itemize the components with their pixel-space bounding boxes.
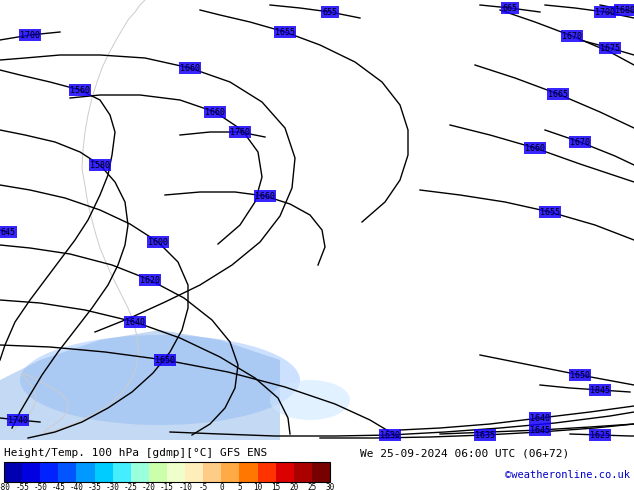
- Text: 1650: 1650: [155, 356, 175, 365]
- Text: 1675: 1675: [600, 44, 620, 52]
- Text: 1660: 1660: [255, 192, 275, 200]
- Bar: [4, 462, 330, 482]
- Text: 1640: 1640: [125, 318, 145, 326]
- Text: 1660: 1660: [205, 107, 225, 117]
- Text: -25: -25: [124, 483, 138, 490]
- Bar: [257, 462, 276, 482]
- Text: 1665: 1665: [548, 90, 568, 98]
- Text: 5: 5: [237, 483, 242, 490]
- Bar: [22, 462, 40, 482]
- Bar: [131, 462, 149, 482]
- Text: -35: -35: [87, 483, 101, 490]
- Bar: [204, 462, 221, 482]
- Text: 1700: 1700: [595, 7, 615, 17]
- Text: 655: 655: [323, 7, 337, 17]
- Text: 1560: 1560: [70, 85, 90, 95]
- Bar: [167, 462, 185, 482]
- Bar: [113, 462, 131, 482]
- Ellipse shape: [270, 380, 350, 420]
- Bar: [185, 462, 204, 482]
- Text: 1600: 1600: [148, 238, 168, 246]
- Text: 665: 665: [503, 3, 517, 13]
- Text: 1655: 1655: [540, 207, 560, 217]
- Text: 1645: 1645: [530, 425, 550, 435]
- Text: -55: -55: [15, 483, 29, 490]
- Text: 0: 0: [219, 483, 224, 490]
- Text: 1635: 1635: [475, 431, 495, 440]
- Text: 1655: 1655: [275, 27, 295, 36]
- Text: 15: 15: [271, 483, 280, 490]
- Bar: [294, 462, 312, 482]
- Text: -50: -50: [33, 483, 47, 490]
- Text: 1580: 1580: [90, 161, 110, 170]
- Text: We 25-09-2024 06:00 UTC (06+72): We 25-09-2024 06:00 UTC (06+72): [360, 448, 569, 458]
- Ellipse shape: [25, 355, 175, 415]
- Text: 1620: 1620: [140, 275, 160, 285]
- Text: -10: -10: [178, 483, 192, 490]
- Text: 1670: 1670: [562, 31, 582, 41]
- Bar: [94, 462, 113, 482]
- Bar: [149, 462, 167, 482]
- Text: Height/Temp. 100 hPa [gdmp][°C] GFS ENS: Height/Temp. 100 hPa [gdmp][°C] GFS ENS: [4, 448, 268, 458]
- Text: 1670: 1670: [570, 138, 590, 147]
- Text: 1660: 1660: [180, 64, 200, 73]
- Text: 645: 645: [1, 227, 15, 237]
- Text: 30: 30: [325, 483, 335, 490]
- Text: 25: 25: [307, 483, 316, 490]
- Bar: [276, 462, 294, 482]
- Text: 1630: 1630: [380, 431, 400, 440]
- Text: -5: -5: [198, 483, 208, 490]
- Ellipse shape: [20, 335, 300, 425]
- Text: 1740: 1740: [8, 416, 28, 424]
- Text: -40: -40: [70, 483, 84, 490]
- Polygon shape: [0, 330, 280, 440]
- Text: -30: -30: [106, 483, 120, 490]
- Text: 1760: 1760: [230, 127, 250, 137]
- Bar: [40, 462, 58, 482]
- Text: -45: -45: [51, 483, 65, 490]
- Bar: [312, 462, 330, 482]
- Bar: [4, 462, 22, 482]
- Text: -80: -80: [0, 483, 11, 490]
- Text: 10: 10: [253, 483, 262, 490]
- Text: 1625: 1625: [590, 431, 610, 440]
- Bar: [221, 462, 240, 482]
- Text: 1640: 1640: [530, 414, 550, 422]
- Text: 20: 20: [289, 483, 299, 490]
- Bar: [77, 462, 94, 482]
- Text: 1700: 1700: [20, 30, 40, 40]
- Bar: [58, 462, 77, 482]
- Text: -20: -20: [142, 483, 156, 490]
- Text: 1660: 1660: [525, 144, 545, 152]
- Text: 1650: 1650: [570, 370, 590, 379]
- Text: ©weatheronline.co.uk: ©weatheronline.co.uk: [505, 470, 630, 480]
- Text: 1680: 1680: [615, 5, 634, 15]
- Bar: [240, 462, 257, 482]
- Text: -15: -15: [160, 483, 174, 490]
- Text: 1845: 1845: [590, 386, 610, 394]
